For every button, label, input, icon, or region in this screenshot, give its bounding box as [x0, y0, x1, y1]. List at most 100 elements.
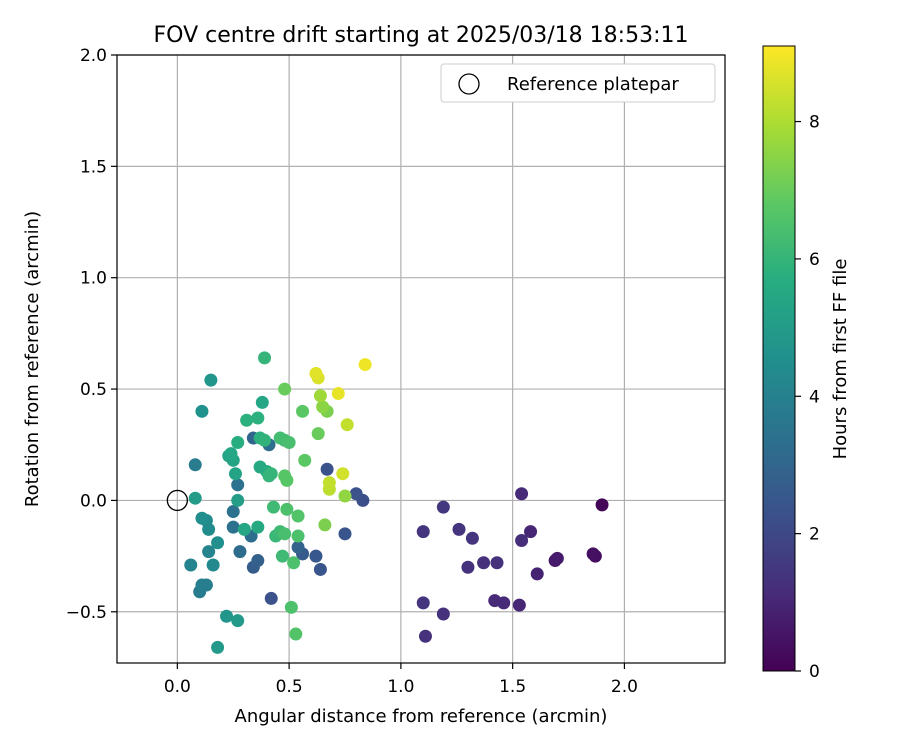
data-point — [204, 373, 218, 387]
y-tick-label: −0.5 — [66, 603, 107, 623]
data-point — [226, 505, 240, 519]
data-point — [206, 558, 220, 572]
data-point — [211, 536, 225, 550]
data-point — [266, 500, 280, 514]
data-point — [224, 447, 238, 461]
data-point — [220, 609, 234, 623]
x-axis-ticks: 0.0 0.5 1.0 1.5 2.0 — [164, 663, 638, 697]
colorbar-tick-label: 6 — [809, 250, 820, 270]
data-point — [278, 382, 292, 396]
x-tick-label: 2.0 — [611, 677, 638, 697]
data-point — [258, 351, 272, 365]
data-point — [336, 467, 350, 481]
data-point — [255, 395, 269, 409]
data-point — [251, 411, 265, 425]
data-point — [465, 531, 479, 545]
data-point — [316, 400, 330, 414]
legend: Reference platepar — [440, 63, 716, 103]
data-point — [418, 629, 432, 643]
data-point — [195, 511, 209, 525]
data-point — [258, 433, 272, 447]
data-point — [289, 627, 303, 641]
data-point — [282, 436, 296, 450]
x-axis-label: Angular distance from reference (arcmin) — [235, 706, 608, 727]
data-point — [278, 527, 292, 541]
colorbar-tick-label: 4 — [809, 387, 820, 407]
data-point — [264, 591, 278, 605]
data-point — [233, 545, 247, 559]
data-point — [231, 478, 245, 492]
data-point — [231, 614, 245, 628]
y-tick-label: 0.5 — [80, 380, 107, 400]
data-point — [251, 554, 265, 568]
x-tick-label: 1.5 — [499, 677, 526, 697]
y-tick-label: 1.5 — [80, 157, 107, 177]
data-point — [188, 458, 202, 472]
x-tick-label: 0.0 — [164, 677, 191, 697]
data-point — [331, 387, 345, 401]
y-tick-label: 1.0 — [80, 269, 107, 289]
data-points — [166, 351, 609, 654]
colorbar-tick-label: 2 — [809, 525, 820, 545]
y-axis-label: Rotation from reference (arcmin) — [22, 211, 43, 507]
data-point — [436, 500, 450, 514]
colorbar-ticks: 0 2 4 6 8 — [795, 113, 820, 682]
colorbar: 0 2 4 6 8 Hours from first FF file — [762, 45, 851, 682]
data-point — [211, 640, 225, 654]
data-point — [358, 358, 372, 372]
data-point — [318, 518, 332, 532]
data-point — [436, 607, 450, 621]
data-point — [251, 520, 265, 534]
data-point — [313, 562, 327, 576]
data-point — [311, 427, 325, 441]
data-point — [275, 549, 289, 563]
legend-label-reference: Reference platepar — [507, 74, 679, 95]
data-point — [264, 467, 278, 481]
data-point — [309, 366, 323, 380]
data-point — [515, 487, 529, 501]
data-point — [188, 491, 202, 505]
data-point — [240, 413, 254, 427]
y-tick-label: 0.0 — [80, 491, 107, 511]
data-point — [280, 473, 294, 487]
data-point — [199, 578, 213, 592]
data-point — [320, 462, 334, 476]
colorbar-tick-label: 8 — [809, 113, 820, 133]
data-point — [237, 522, 251, 536]
data-point — [291, 529, 305, 543]
data-point — [340, 418, 354, 432]
data-point — [296, 404, 310, 418]
data-point — [280, 502, 294, 516]
data-point — [291, 509, 305, 523]
data-point — [530, 567, 544, 581]
data-point — [586, 547, 600, 561]
grid-lines — [117, 54, 725, 663]
data-point — [226, 520, 240, 534]
colorbar-gradient — [762, 45, 796, 672]
data-point — [231, 436, 245, 450]
data-point — [231, 493, 245, 507]
colorbar-tick-label: 0 — [809, 662, 820, 682]
y-tick-label: 2.0 — [80, 46, 107, 66]
data-point — [338, 489, 352, 503]
data-point — [228, 467, 242, 481]
data-point — [287, 556, 301, 570]
legend-marker-reference — [458, 73, 480, 95]
data-point — [184, 558, 198, 572]
x-tick-label: 1.0 — [387, 677, 414, 697]
data-point — [313, 389, 327, 403]
data-point — [195, 404, 209, 418]
plot-frame — [116, 54, 726, 664]
data-point — [322, 476, 336, 490]
data-point — [461, 560, 475, 574]
data-point — [309, 549, 323, 563]
data-point — [490, 556, 504, 570]
data-point — [595, 498, 609, 512]
data-point — [202, 545, 216, 559]
data-point — [416, 525, 430, 539]
legend-box — [440, 63, 716, 103]
data-point — [338, 527, 352, 541]
data-point — [298, 453, 312, 467]
data-point — [477, 556, 491, 570]
data-point — [291, 540, 305, 554]
